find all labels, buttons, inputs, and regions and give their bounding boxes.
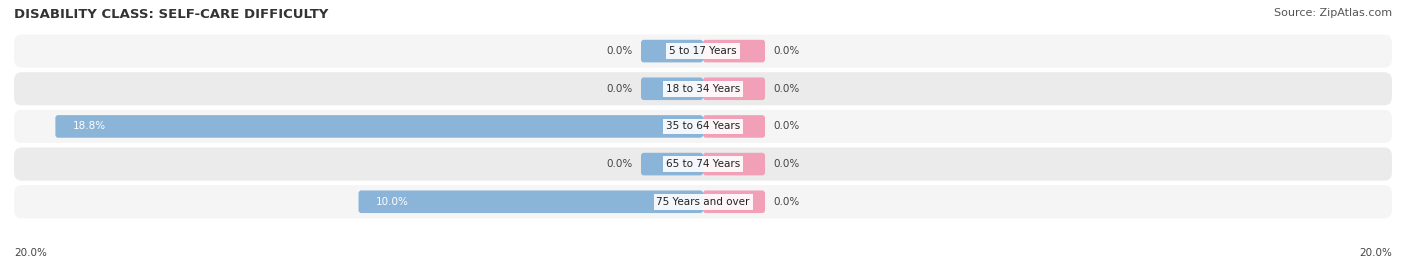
- Text: 0.0%: 0.0%: [606, 159, 633, 169]
- Text: 18 to 34 Years: 18 to 34 Years: [666, 84, 740, 94]
- Text: 5 to 17 Years: 5 to 17 Years: [669, 46, 737, 56]
- FancyBboxPatch shape: [703, 77, 765, 100]
- Text: Source: ZipAtlas.com: Source: ZipAtlas.com: [1274, 8, 1392, 18]
- FancyBboxPatch shape: [359, 190, 703, 213]
- Text: 65 to 74 Years: 65 to 74 Years: [666, 159, 740, 169]
- FancyBboxPatch shape: [14, 185, 1392, 218]
- FancyBboxPatch shape: [703, 40, 765, 62]
- FancyBboxPatch shape: [641, 77, 703, 100]
- FancyBboxPatch shape: [641, 153, 703, 175]
- Text: 0.0%: 0.0%: [606, 46, 633, 56]
- FancyBboxPatch shape: [641, 40, 703, 62]
- FancyBboxPatch shape: [14, 72, 1392, 105]
- Text: 0.0%: 0.0%: [773, 197, 800, 207]
- FancyBboxPatch shape: [703, 190, 765, 213]
- FancyBboxPatch shape: [14, 110, 1392, 143]
- Text: 20.0%: 20.0%: [14, 248, 46, 258]
- Text: 75 Years and over: 75 Years and over: [657, 197, 749, 207]
- FancyBboxPatch shape: [14, 147, 1392, 181]
- FancyBboxPatch shape: [703, 153, 765, 175]
- Text: 20.0%: 20.0%: [1360, 248, 1392, 258]
- Text: 0.0%: 0.0%: [773, 159, 800, 169]
- FancyBboxPatch shape: [703, 115, 765, 138]
- Text: DISABILITY CLASS: SELF-CARE DIFFICULTY: DISABILITY CLASS: SELF-CARE DIFFICULTY: [14, 8, 329, 21]
- Text: 0.0%: 0.0%: [773, 46, 800, 56]
- Text: 0.0%: 0.0%: [773, 121, 800, 132]
- Text: 0.0%: 0.0%: [606, 84, 633, 94]
- FancyBboxPatch shape: [14, 34, 1392, 68]
- Text: 18.8%: 18.8%: [73, 121, 105, 132]
- Text: 10.0%: 10.0%: [375, 197, 409, 207]
- Text: 35 to 64 Years: 35 to 64 Years: [666, 121, 740, 132]
- FancyBboxPatch shape: [55, 115, 703, 138]
- Text: 0.0%: 0.0%: [773, 84, 800, 94]
